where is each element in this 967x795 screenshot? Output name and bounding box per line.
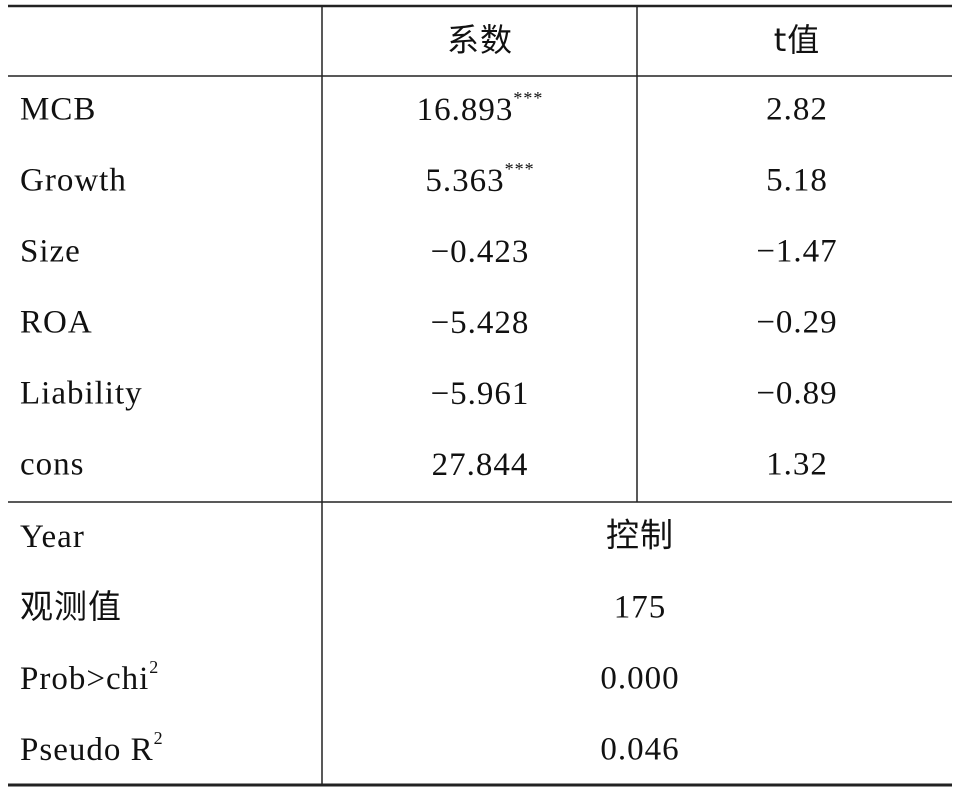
row-value: 0.046 xyxy=(600,732,679,768)
superscript: 2 xyxy=(149,657,159,677)
coefficient-value: −5.428 xyxy=(431,305,530,341)
coefficient: 27.844 xyxy=(432,447,529,483)
t-value: −0.89 xyxy=(756,376,837,412)
coefficient-value: 16.893 xyxy=(417,92,514,128)
row-label: 观测值 xyxy=(20,589,122,626)
t-value: −1.47 xyxy=(756,234,837,270)
row-label: Prob>chi2 xyxy=(20,657,159,696)
t-value: 2.82 xyxy=(766,92,828,128)
row-label-text: 观测值 xyxy=(20,589,122,626)
coefficient: −5.961 xyxy=(431,376,530,412)
coefficient-value: 5.363 xyxy=(425,163,504,199)
column-header: t值 xyxy=(774,21,821,59)
coefficient-value: −0.423 xyxy=(431,234,530,270)
superscript: 2 xyxy=(154,728,164,748)
row-label-text: Year xyxy=(20,519,85,555)
row-value: 控制 xyxy=(606,518,674,555)
coefficient-value: −5.961 xyxy=(431,376,530,412)
row-label: Year xyxy=(20,519,85,555)
row-value: 0.000 xyxy=(600,661,679,697)
row-label: Liability xyxy=(20,376,143,412)
row-label: Growth xyxy=(20,163,127,199)
coefficient: −5.428 xyxy=(431,305,530,341)
significance-stars: *** xyxy=(513,88,543,108)
row-label: cons xyxy=(20,447,85,483)
coefficient-value: 27.844 xyxy=(432,447,529,483)
row-label: MCB xyxy=(20,92,96,128)
coefficient: −0.423 xyxy=(431,234,530,270)
t-value: −0.29 xyxy=(756,305,837,341)
t-value: 5.18 xyxy=(766,163,828,199)
row-label: Pseudo R2 xyxy=(20,728,164,767)
row-value: 175 xyxy=(614,590,667,626)
t-value: 1.32 xyxy=(766,447,828,483)
significance-stars: *** xyxy=(505,159,535,179)
row-label-text: Pseudo R xyxy=(20,732,154,768)
row-label-text: Prob>chi xyxy=(20,661,149,697)
row-label: Size xyxy=(20,234,81,270)
column-header: 系数 xyxy=(447,21,513,59)
coefficient: 5.363*** xyxy=(425,159,534,198)
coefficient: 16.893*** xyxy=(417,88,544,127)
row-label: ROA xyxy=(20,305,93,341)
